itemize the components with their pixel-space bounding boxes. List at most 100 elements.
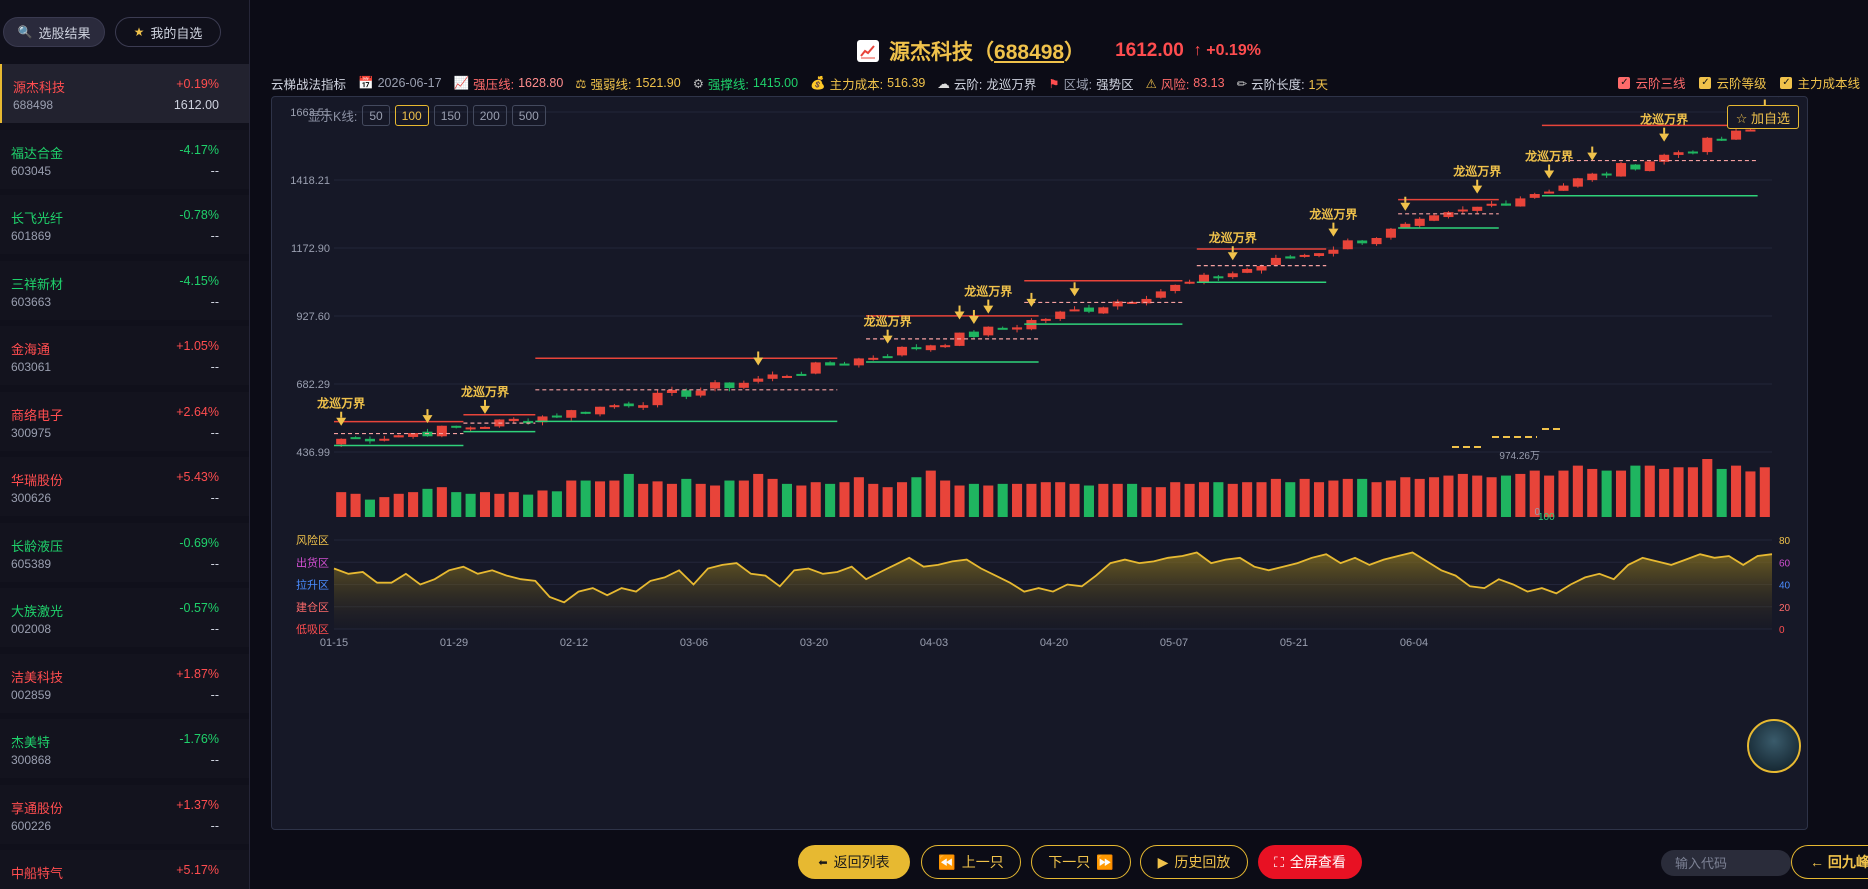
candle-body [1659, 154, 1670, 162]
ruler-icon: ✏ [1236, 76, 1248, 91]
candle-body [896, 346, 908, 356]
kline-option-150[interactable]: 150 [433, 105, 468, 126]
stock-list-item[interactable]: 大族激光 002008 -0.57% -- [0, 588, 249, 647]
toggle-main-cost-line[interactable]: ✓ 主力成本线 [1780, 73, 1860, 92]
back-to-list-button[interactable]: ⬅ 返回列表 [798, 845, 910, 879]
candle-body [652, 392, 663, 406]
volume-bar [1687, 467, 1698, 517]
stock-list-item[interactable]: 中船特气 +5.17% [0, 850, 249, 889]
candle-body [983, 326, 994, 336]
volume-bar [551, 491, 562, 517]
tab-my-watchlist[interactable]: ★ 我的自选 [115, 17, 221, 47]
candle-body [1414, 218, 1425, 226]
x-tick-label: 01-29 [440, 637, 468, 649]
signal-label: 龙巡万界 [1640, 112, 1688, 127]
candle-body [1587, 173, 1598, 181]
stock-list-item[interactable]: 源杰科技 688498 +0.19% 1612.00 [0, 64, 249, 123]
stock-list-item[interactable]: 享通股份 600226 +1.37% -- [0, 784, 249, 844]
candle-body [1040, 318, 1051, 321]
stock-list-item[interactable]: 杰美特 300868 -1.76% -- [0, 719, 249, 778]
play-icon: ▶ [1157, 853, 1169, 870]
candle-body [1486, 203, 1497, 206]
stock-name: 杰美特 [11, 735, 51, 750]
toggle-cloud-three-lines[interactable]: ✓ 云阶三线 [1618, 73, 1685, 92]
stock-list-item[interactable]: 长飞光纤 601869 -0.78% -- [0, 195, 249, 254]
candle-body [1500, 203, 1512, 206]
stock-change: -1.76% [179, 732, 219, 746]
assistant-avatar[interactable] [1747, 719, 1801, 773]
fullscreen-button[interactable]: ⛶ 全屏查看 [1258, 845, 1362, 879]
volume-bar [623, 473, 634, 517]
volume-bar [724, 480, 735, 517]
stock-list-item[interactable]: 三祥新材 603663 -4.15% -- [0, 260, 249, 320]
stock-change: +1.37% [176, 797, 219, 812]
zone-label: 区域: [1063, 77, 1093, 92]
candlestick-series [336, 124, 1770, 447]
risk-axis-label: 20 [1779, 603, 1791, 614]
button-label: 历史回放 [1174, 854, 1231, 870]
history-replay-button[interactable]: ▶ 历史回放 [1140, 845, 1248, 879]
candle-body [738, 382, 749, 388]
volume-bar [336, 492, 347, 517]
signal-label: 龙巡万界 [1525, 148, 1573, 163]
kline-chart[interactable]: 1663.51 1418.21 1172.90 927.60 682.29 436.99 龙… [272, 97, 1807, 829]
candle-body [1472, 206, 1483, 211]
tab-screen-results[interactable]: 🔍 选股结果 [3, 17, 105, 47]
kline-option-100[interactable]: 100 [394, 105, 429, 126]
candle-body [796, 373, 807, 376]
volume-bar [1716, 468, 1727, 517]
candle-body [623, 403, 634, 407]
warning-icon: ⚠ [1145, 76, 1157, 91]
volume-axis-label: 0 [1534, 507, 1540, 518]
stock-code: 603061 [11, 360, 52, 374]
stock-code-input[interactable] [1661, 850, 1791, 876]
stock-change: -0.78% [179, 208, 219, 222]
main-cost-label: 主力成本: [829, 77, 884, 92]
stock-price: -- [210, 163, 219, 178]
candle-body [1716, 138, 1727, 141]
volume-bar [1759, 467, 1770, 517]
prev-stock-button[interactable]: ⏪ 上一只 [921, 845, 1021, 879]
stock-list-item[interactable]: 福达合金 603045 -4.17% -- [0, 129, 249, 189]
stock-list-item[interactable]: 洁美科技 002859 +1.87% -- [0, 653, 249, 713]
volume-bar [1731, 465, 1742, 517]
candle-body [609, 405, 620, 408]
star-icon: ★ [133, 25, 145, 39]
signal-arrow-icon [336, 417, 347, 426]
flag-icon: ⚑ [1048, 76, 1060, 91]
stock-list-item[interactable]: 长龄液压 605389 -0.69% -- [0, 522, 249, 582]
kline-option-200[interactable]: 200 [472, 105, 507, 126]
stock-name: 源杰科技 [13, 80, 66, 95]
back-to-jiufeng-button[interactable]: ← 回九峰 [1791, 845, 1868, 879]
candle-body [1687, 151, 1698, 154]
button-label: 下一只 [1048, 854, 1091, 870]
add-to-watchlist-button[interactable]: ☆ 加自选 [1726, 105, 1799, 129]
strong-pressure-value: 1628.80 [518, 76, 564, 90]
stock-change: +0.19% [176, 77, 219, 91]
volume-bar [393, 493, 404, 517]
candle-body [1198, 274, 1210, 283]
candle-body [479, 426, 491, 429]
candle-body [666, 389, 677, 393]
candle-body [810, 362, 821, 374]
sidebar: 🔍 选股结果 ★ 我的自选 源杰科技 688498 +0.19% 1612.00 福达合… [0, 0, 250, 889]
risk-axis-label: 40 [1779, 581, 1791, 592]
money-bag-icon: 💰 [810, 75, 826, 90]
kline-option-500[interactable]: 500 [511, 105, 546, 126]
candle-body [1385, 228, 1396, 238]
stock-name: 享通股份 [11, 800, 64, 816]
toggle-label: 主力成本线 [1797, 77, 1860, 91]
toggle-cloud-level[interactable]: ✓ 云阶等级 [1699, 73, 1766, 92]
kline-option-50[interactable]: 50 [362, 105, 390, 126]
signal-arrow-icon [954, 311, 965, 320]
tab-label: 选股结果 [38, 25, 91, 41]
stock-code: 002859 [11, 687, 52, 702]
stock-list-item[interactable]: 商络电子 300975 +2.64% -- [0, 391, 249, 451]
stock-name: 华瑞股份 [11, 473, 64, 488]
signal-arrow-icon [882, 335, 893, 344]
signal-label: 龙巡万界 [864, 314, 912, 329]
signal-arrow-icon [1659, 133, 1670, 142]
stock-list-item[interactable]: 金海通 603061 +1.05% -- [0, 326, 249, 385]
next-stock-button[interactable]: 下一只 ⏩ [1031, 845, 1131, 879]
stock-list-item[interactable]: 华瑞股份 300626 +5.43% -- [0, 457, 249, 516]
